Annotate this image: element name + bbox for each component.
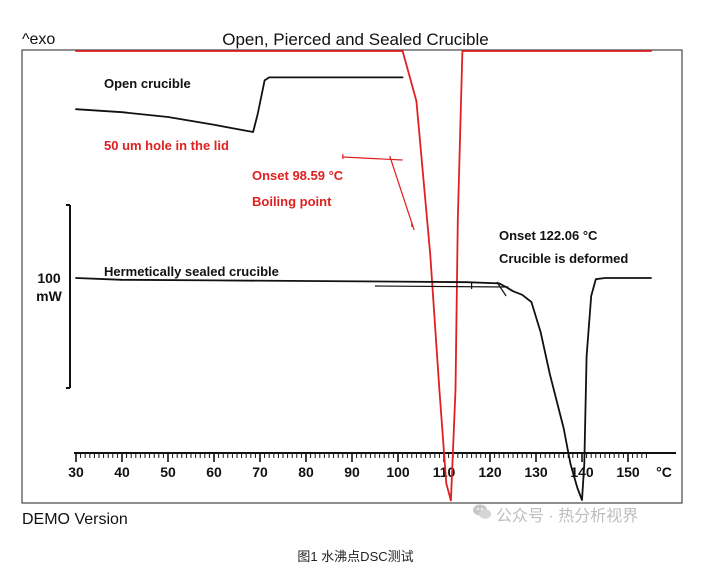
x-tick-label: 120	[478, 464, 502, 480]
onset-baseline-red	[342, 156, 403, 161]
watermark-text: 公众号 · 热分析视界	[496, 508, 639, 525]
x-axis: 30 40 50 60 70 80 90 100 110 120 130 140 150 °C	[68, 452, 676, 480]
annotation-boiling-point: Boiling point	[252, 194, 332, 209]
x-tick-label: 110	[433, 464, 456, 480]
wechat-icon	[473, 504, 491, 519]
figure-caption: 图1 水沸点DSC测试	[297, 549, 414, 564]
annotation-onset-red: Onset 98.59 °C	[252, 168, 344, 183]
x-tick-label: 80	[298, 464, 314, 480]
x-axis-unit: °C	[656, 464, 672, 480]
series-line-1	[75, 50, 652, 502]
series-layer	[75, 50, 652, 502]
series-label-open: Open crucible	[104, 76, 191, 91]
x-tick-label: 130	[524, 464, 548, 480]
x-tick-label: 140	[570, 464, 594, 480]
series-line-0	[75, 76, 404, 133]
annotation-crucible-deformed: Crucible is deformed	[499, 251, 628, 266]
x-tick-label: 100	[386, 464, 410, 480]
x-tick-label: 50	[160, 464, 176, 480]
scale-bar	[66, 204, 71, 389]
x-tick-label: 70	[252, 464, 268, 480]
scale-bar-unit: mW	[36, 288, 62, 304]
scale-bar-value: 100	[37, 270, 61, 286]
plot-frame	[21, 49, 683, 504]
annotation-onset-black: Onset 122.06 °C	[499, 228, 598, 243]
onset-tangent-black	[496, 281, 507, 297]
x-tick-label: 90	[344, 464, 360, 480]
x-tick-label: 60	[206, 464, 222, 480]
series-line-2	[75, 277, 652, 501]
chart-title: Open, Pierced and Sealed Crucible	[222, 30, 489, 49]
onset-tangent-red	[389, 155, 415, 231]
x-tick-label: 150	[616, 464, 640, 480]
exo-direction-label: ^exo	[22, 31, 56, 48]
x-tick-label: 30	[68, 464, 84, 480]
onset-markers	[342, 154, 509, 297]
x-tick-label: 40	[114, 464, 130, 480]
demo-version-label: DEMO Version	[22, 511, 128, 528]
onset-baseline-black	[374, 285, 509, 288]
series-label-pierced: 50 um hole in the lid	[104, 138, 229, 153]
series-label-sealed: Hermetically sealed crucible	[104, 264, 279, 279]
